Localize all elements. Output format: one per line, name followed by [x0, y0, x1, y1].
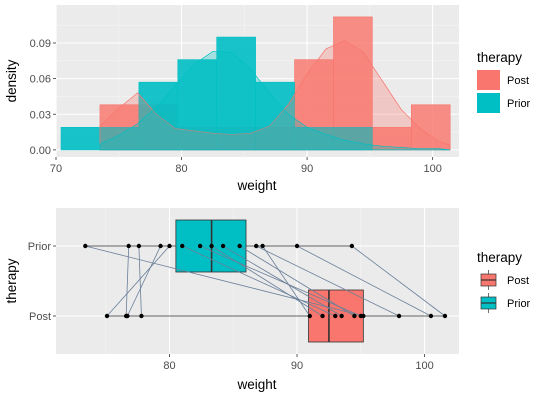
point-prior: [136, 243, 142, 249]
histogram-bar-prior: [216, 36, 256, 151]
point-prior: [294, 243, 300, 249]
point-post: [139, 313, 144, 319]
point-prior: [126, 243, 131, 249]
boxplot-y-tick-label: Prior: [28, 241, 52, 253]
histogram-x-tick-label: 70: [50, 163, 62, 175]
histogram-legend-title: therapy: [477, 50, 522, 65]
point-prior: [83, 243, 88, 249]
boxplot-x-axis-title: weight: [236, 377, 276, 392]
point-post: [428, 313, 434, 319]
boxplot-y-axis-title: therapy: [4, 258, 19, 303]
pair-segment: [127, 245, 161, 317]
pair-segment: [262, 245, 311, 317]
boxplot-x-tick-label: 100: [415, 360, 433, 372]
point-post: [125, 313, 130, 319]
pair-segment: [125, 245, 130, 317]
histogram-y-tick-label: 0.09: [30, 38, 51, 50]
pair-segment: [239, 245, 355, 317]
pair-segment: [211, 245, 323, 317]
pair-segment: [296, 245, 432, 317]
point-prior: [158, 243, 163, 249]
point-post: [104, 313, 110, 319]
boxplot-legend-title: therapy: [477, 250, 522, 265]
point-post: [333, 313, 338, 319]
boxplot-panel-background: [56, 208, 459, 354]
histogram-legend-post-key: [477, 70, 500, 90]
point-prior: [209, 243, 214, 249]
point-post: [396, 313, 402, 319]
point-prior: [220, 243, 226, 249]
histogram-bar-post: [410, 104, 451, 151]
point-prior: [237, 243, 242, 249]
histogram-marks: [60, 16, 451, 151]
point-post: [339, 313, 344, 319]
pair-segment: [199, 245, 361, 317]
histogram-legend-post-label: Post: [507, 75, 529, 87]
point-prior: [167, 243, 172, 249]
point-prior: [180, 243, 185, 249]
boxplot-axes: 80 90 100 Prior Post: [28, 241, 434, 372]
pair-segment: [138, 245, 142, 317]
boxplot-y-tick-label: Post: [29, 311, 51, 323]
histogram-y-axis-title: density: [4, 59, 19, 102]
pair-segment: [106, 245, 170, 317]
histogram-legend: therapy Post Prior: [477, 50, 531, 113]
pair-segment: [351, 245, 446, 317]
histogram-x-tick-label: 90: [301, 163, 313, 175]
histogram-legend-prior-label: Prior: [507, 98, 531, 110]
histogram-legend-prior-key: [477, 93, 500, 113]
histogram-bar-prior: [177, 59, 217, 151]
point-post: [352, 313, 357, 319]
histogram-axes: 70 80 90 100 0.00 0.03 0.06 0.09: [30, 38, 442, 175]
point-post: [320, 313, 325, 319]
histogram-y-tick-label: 0.00: [30, 145, 51, 157]
point-prior: [260, 243, 265, 249]
boxplot-legend-prior-label: Prior: [507, 298, 531, 310]
boxplot-legend: therapy Post Prior: [477, 250, 531, 313]
point-prior: [197, 243, 203, 249]
boxplot-legend-prior-key: [480, 293, 497, 313]
histogram-bar-prior: [255, 81, 295, 151]
histogram-x-tick-label: 100: [423, 163, 441, 175]
point-post: [307, 313, 312, 319]
pair-segment: [85, 245, 364, 317]
boxplot-chart: 80 90 100 Prior Post weight therapy therapy …: [4, 208, 531, 392]
histogram-chart: 70 80 90 100 0.00 0.03 0.06 0.09 weight density…: [4, 5, 531, 193]
point-prior: [349, 243, 355, 249]
pair-segment: [222, 245, 342, 317]
histogram-x-axis-title: weight: [236, 178, 276, 193]
point-prior: [254, 243, 259, 249]
boxplot-x-tick-label: 80: [163, 360, 175, 372]
boxplot-marks: [83, 219, 448, 343]
histogram-x-tick-label: 80: [175, 163, 187, 175]
histogram-y-tick-label: 0.06: [30, 74, 51, 86]
boxplot-x-tick-label: 90: [291, 360, 303, 372]
pair-segment: [256, 245, 400, 317]
histogram-y-tick-label: 0.03: [30, 109, 51, 121]
point-post: [358, 313, 364, 319]
pair-segment: [182, 245, 336, 317]
density-area-post: [99, 40, 451, 151]
boxplot-legend-post-key: [480, 270, 497, 290]
histogram-bar-prior: [60, 127, 101, 151]
density-area-prior: [99, 50, 451, 151]
boxplot-legend-post-label: Post: [507, 275, 529, 287]
point-post: [442, 313, 448, 319]
